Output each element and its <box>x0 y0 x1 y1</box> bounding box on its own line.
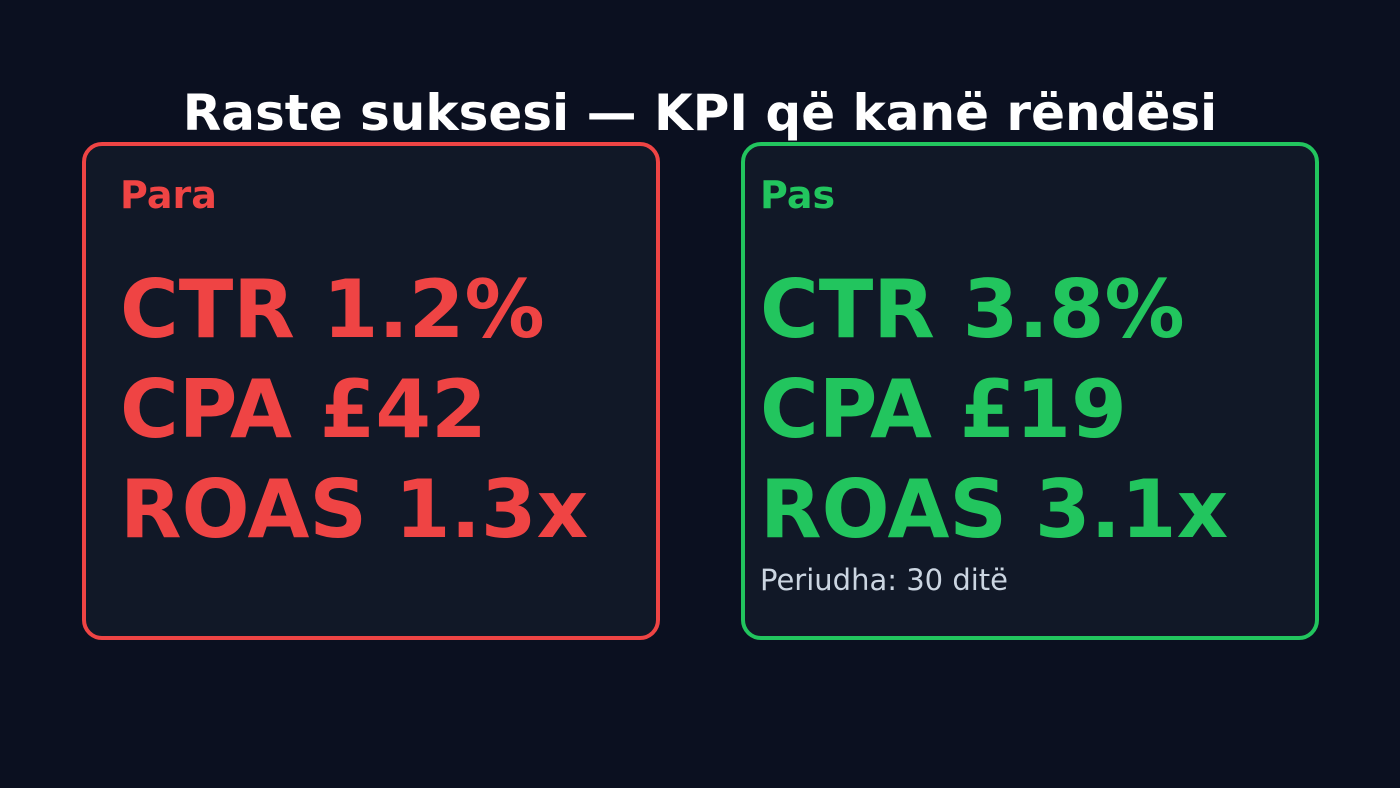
after-ctr: CTR 3.8% <box>760 263 1185 356</box>
period-note: Periudha: 30 ditë <box>760 563 1008 597</box>
before-card: Para CTR 1.2% CPA £42 ROAS 1.3x <box>82 142 660 640</box>
before-label: Para <box>120 173 217 217</box>
before-ctr: CTR 1.2% <box>120 263 545 356</box>
before-cpa: CPA £42 <box>120 363 487 456</box>
before-card-frame <box>82 142 660 640</box>
after-roas: ROAS 3.1x <box>760 463 1228 556</box>
after-label: Pas <box>760 173 835 217</box>
before-roas: ROAS 1.3x <box>120 463 588 556</box>
after-card-frame <box>741 142 1319 640</box>
page-title: Raste suksesi — KPI që kanë rëndësi <box>183 84 1217 142</box>
after-card: Pas CTR 3.8% CPA £19 ROAS 3.1x Periudha:… <box>741 142 1319 640</box>
after-cpa: CPA £19 <box>760 363 1127 456</box>
